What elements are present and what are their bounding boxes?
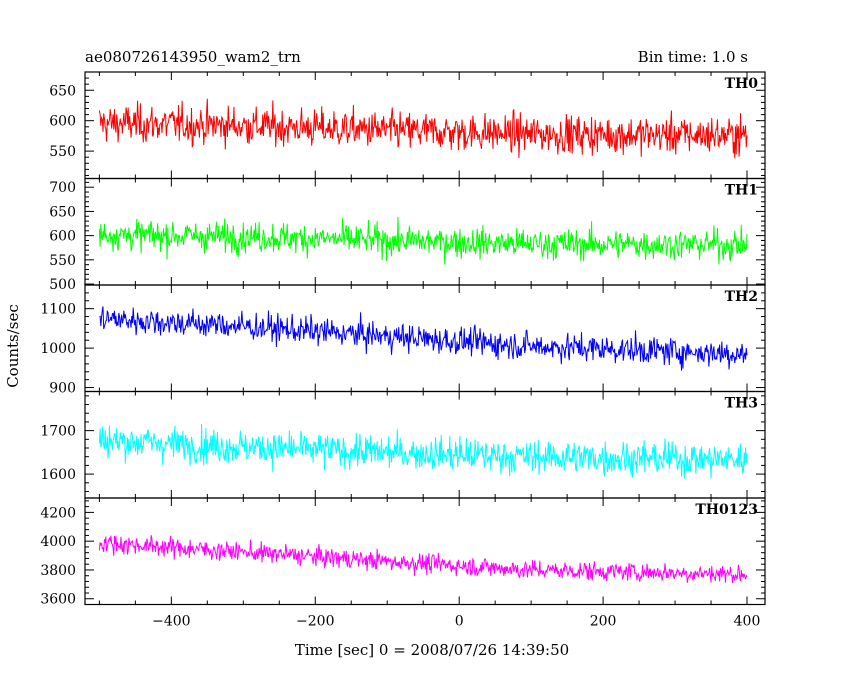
y-tick-label: 700: [49, 180, 76, 196]
y-tick-label: 1600: [40, 467, 76, 483]
y-axis-label: Counts/sec: [4, 304, 22, 388]
legend-label-th3: TH3: [725, 396, 758, 412]
x-axis-label: Time [sec] 0 = 2008/07/26 14:39:50: [295, 641, 569, 659]
panel-th2: 900 1000 1100 TH2: [40, 284, 766, 397]
series-line-th0123: [98, 535, 748, 584]
y-tick-label: 900: [49, 381, 76, 397]
y-tick-label: 4200: [40, 505, 76, 521]
y-tick-label: 600: [49, 114, 76, 130]
series-line-th1: [98, 216, 748, 265]
y-tick-label: 650: [49, 83, 76, 99]
y-tick-label: 550: [49, 253, 76, 269]
series-line-th2: [99, 306, 748, 371]
panels-group: 550 600 650 TH0 500 550 600 650 700 TH1 900 1000 110…: [40, 71, 766, 608]
series-line-th3: [98, 423, 748, 479]
chart-title: ae080726143950_wam2_trn: [85, 48, 301, 66]
x-tick-label: 200: [590, 614, 617, 630]
y-tick-label: 600: [49, 229, 76, 245]
y-tick-label: 3800: [40, 563, 76, 579]
x-tick-label: 0: [455, 614, 464, 630]
x-tick-label: −400: [152, 614, 190, 630]
y-tick-label: 550: [49, 144, 76, 160]
panel-th1: 500 550 600 650 700 TH1: [49, 177, 766, 293]
legend-label-th0123: TH0123: [695, 502, 758, 518]
y-tick-label: 3600: [40, 592, 76, 608]
series-line-th0: [98, 98, 748, 159]
y-tick-label: 4000: [40, 534, 76, 550]
legend-label-th1: TH1: [725, 183, 758, 199]
x-tick-label: −200: [296, 614, 334, 630]
y-tick-label: 1000: [40, 341, 76, 357]
panel-frame: [84, 497, 766, 606]
legend-label-th0: TH0: [725, 76, 759, 92]
chart-subtitle: Bin time: 1.0 s: [638, 48, 748, 66]
y-tick-label: 1700: [40, 424, 76, 440]
panel-th0: 550 600 650 TH0: [49, 71, 766, 180]
y-tick-label: 500: [49, 277, 76, 293]
y-tick-label: 650: [49, 204, 76, 220]
x-tick-label: 400: [734, 614, 761, 630]
x-axis: −400 −200 0 200 400: [152, 614, 760, 630]
legend-label-th2: TH2: [725, 289, 758, 305]
panel-th0123: 3600 3800 4000 4200 TH0123: [40, 497, 766, 608]
y-tick-label: 1100: [40, 302, 76, 318]
panel-th3: 1600 1700 TH3: [40, 390, 766, 499]
